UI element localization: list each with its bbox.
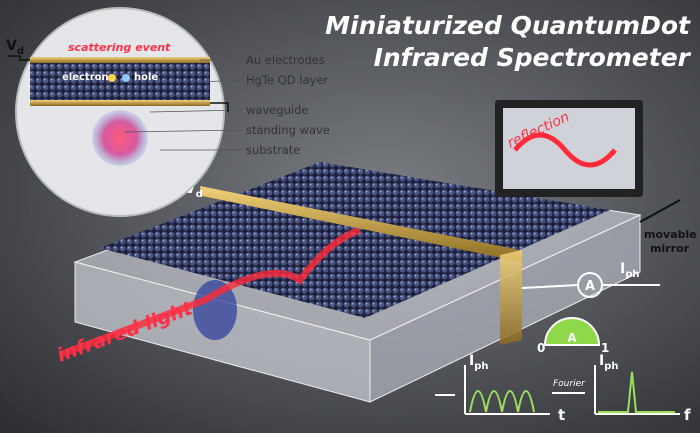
- inset-label: waveguide: [246, 103, 309, 117]
- plot-x-label: f: [684, 406, 691, 424]
- inset-label: Au electrodes: [246, 53, 325, 67]
- mirror: [495, 100, 643, 197]
- carrier-label: electron: [62, 72, 109, 83]
- current-label: Iph: [620, 261, 640, 280]
- mirror-caption: mirror: [650, 242, 690, 255]
- plot-y-label: Iph: [599, 353, 619, 372]
- plots: [435, 365, 680, 415]
- device: [58, 162, 642, 403]
- inset-label: standing wave: [246, 123, 330, 137]
- inset-label: substrate: [246, 143, 300, 157]
- transform-label: Fourier: [553, 379, 586, 389]
- inset-voltage: Vd: [6, 38, 24, 57]
- gauge-symbol: A: [567, 331, 577, 345]
- mirror-arrow: [639, 199, 681, 223]
- gauge-max: 1: [601, 341, 609, 355]
- mirror-caption: movable: [644, 228, 697, 241]
- ammeter-symbol: A: [585, 279, 595, 294]
- inset-label: HgTe QD layer: [246, 73, 328, 87]
- inset: [8, 7, 244, 217]
- gauge: [543, 317, 601, 346]
- plot-x-label: t: [558, 406, 565, 424]
- carrier-label: hole: [134, 72, 158, 83]
- gauge-min: 0: [537, 341, 545, 355]
- title-line: Miniaturized QuantumDot: [325, 11, 691, 40]
- plot-y-label: Iph: [469, 353, 489, 372]
- title-line: Infrared Spectrometer: [374, 43, 692, 72]
- inset-event: scattering event: [68, 41, 171, 54]
